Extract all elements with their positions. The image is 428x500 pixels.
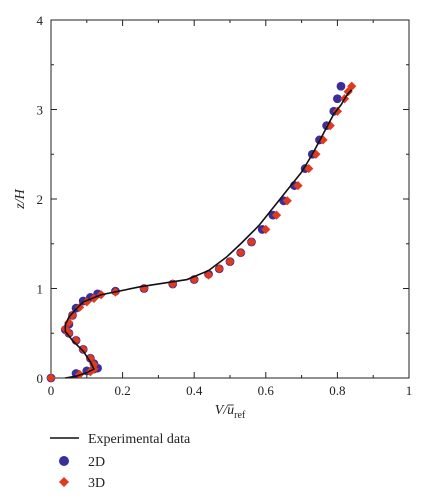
- point-3d: [67, 310, 78, 320]
- y-tick-label: 3: [37, 103, 44, 118]
- point-3d: [332, 106, 342, 116]
- legend-swatch-3d: [59, 477, 69, 487]
- point-3d: [261, 224, 271, 235]
- x-axis-label-u: u: [227, 403, 234, 418]
- point-3d: [78, 344, 88, 354]
- y-axis-label: z/H: [13, 188, 28, 209]
- legend-label-3d: 3D: [88, 476, 105, 491]
- series-layer: [46, 81, 357, 383]
- axis-ticks: [50, 19, 410, 379]
- x-tick-label: 0.6: [258, 383, 275, 398]
- x-axis-label: V/uref: [215, 403, 246, 421]
- point-3d: [203, 270, 214, 280]
- point-3d: [71, 335, 81, 346]
- point-3d: [311, 149, 321, 159]
- point-3d: [347, 81, 357, 91]
- plot-frame: [50, 19, 410, 379]
- point-3d: [236, 248, 246, 258]
- point-3d: [282, 196, 292, 206]
- x-tick-label: 0.4: [186, 383, 203, 398]
- legend-label-2d: 2D: [88, 455, 105, 470]
- x-tick-label: 0.2: [114, 383, 130, 398]
- point-3d: [168, 279, 178, 289]
- point-3d: [214, 264, 224, 274]
- x-axis-label-main: V/: [215, 403, 229, 418]
- point-3d: [304, 163, 314, 174]
- y-tick-label: 4: [37, 13, 44, 28]
- point-3d: [85, 353, 95, 363]
- x-axis-label-sub: ref: [234, 410, 246, 421]
- point-3d: [225, 257, 235, 267]
- x-tick-label: 1: [406, 383, 413, 398]
- x-tick-label: 0: [48, 383, 55, 398]
- point-3d: [89, 359, 99, 370]
- y-tick-label: 2: [37, 192, 44, 207]
- experimental-line: [64, 89, 353, 379]
- point-2d: [333, 94, 342, 104]
- point-2d: [336, 81, 346, 91]
- x-tick-label: 0.8: [329, 383, 345, 398]
- y-tick-label: 0: [37, 371, 44, 386]
- legend-swatch-2d: [59, 456, 69, 466]
- point-3d: [75, 302, 85, 312]
- point-3d: [271, 210, 282, 220]
- legend: Experimental data 2D 3D: [50, 432, 191, 491]
- y-tick-label: 1: [37, 282, 44, 297]
- point-3d: [46, 373, 56, 383]
- legend-label-experimental: Experimental data: [88, 432, 191, 447]
- point-3d: [293, 180, 303, 191]
- tick-labels: 0 0.2 0.4 0.6 0.8 1 0 1 2 3 4: [37, 13, 413, 398]
- point-3d: [246, 237, 257, 247]
- point-3d: [64, 317, 74, 328]
